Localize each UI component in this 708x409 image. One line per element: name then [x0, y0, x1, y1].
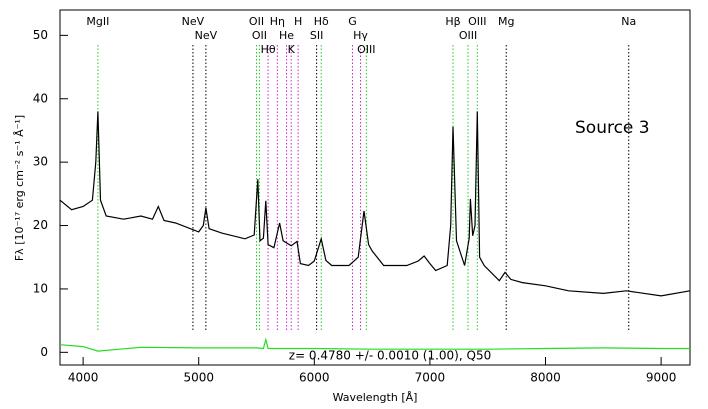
line-label: H [294, 15, 302, 28]
line-label: Hη [270, 15, 285, 28]
redshift-note: z= 0.4780 +/- 0.0010 (1.00), Q50 [289, 349, 491, 363]
line-label: K [288, 43, 296, 56]
line-label: Hβ [445, 15, 460, 28]
line-label: SII [310, 29, 323, 42]
x-tick-label: 9000 [646, 371, 677, 385]
line-label: OIII [357, 43, 375, 56]
line-label: OII [249, 15, 264, 28]
line-label: Hδ [314, 15, 329, 28]
y-tick-label: 30 [33, 155, 48, 169]
line-label: Hθ [261, 43, 276, 56]
y-tick-label: 50 [33, 28, 48, 42]
line-label: Mg [498, 15, 514, 28]
x-tick-label: 6000 [299, 371, 330, 385]
line-label: Hγ [353, 29, 368, 42]
line-label: He [279, 29, 294, 42]
x-tick-label: 5000 [183, 371, 214, 385]
x-tick-label: 4000 [68, 371, 99, 385]
y-tick-label: 40 [33, 91, 48, 105]
line-label: NeV [182, 15, 205, 28]
y-tick-label: 20 [33, 218, 48, 232]
x-axis-label: Wavelength [Å] [333, 391, 418, 404]
y-tick-label: 10 [33, 281, 48, 295]
spectrum [59, 337, 690, 352]
source-label: Source 3 [575, 118, 650, 138]
plot-frame [59, 9, 691, 366]
line-label: G [348, 15, 357, 28]
line-label: OIII [468, 15, 486, 28]
line-label: OII [252, 29, 267, 42]
y-axis-label: Fλ [10⁻¹⁷ erg cm⁻² s⁻¹ Å⁻¹] [13, 115, 26, 261]
line-label: OIII [459, 29, 477, 42]
y-tick-label: 0 [40, 345, 48, 359]
x-tick-label: 7000 [415, 371, 446, 385]
line-label: Na [621, 15, 636, 28]
x-tick-label: 8000 [530, 371, 561, 385]
spectrum [59, 111, 691, 297]
line-label: NeV [195, 29, 218, 42]
line-label: MgII [86, 15, 109, 28]
